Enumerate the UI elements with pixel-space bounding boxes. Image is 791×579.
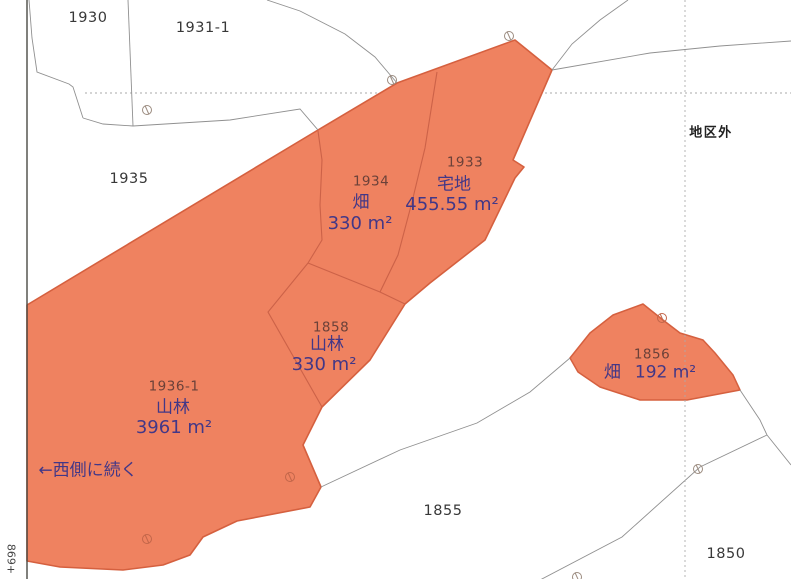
survey-marker-icon: [504, 31, 514, 41]
land-type-1858: 山林: [310, 334, 344, 355]
land-type-1856: 畑: [603, 362, 621, 383]
edge-coordinate-label: 869+: [4, 543, 18, 575]
survey-marker-icon: [285, 472, 295, 482]
survey-marker-icon: [142, 105, 152, 115]
parcel-number-1936-1: 1936-1: [148, 378, 200, 395]
parcel-shape-1856[interactable]: [569, 303, 741, 401]
boundary-northeast-curve: [551, 0, 629, 71]
parcel-number-1856: 1856: [633, 346, 671, 363]
boundary-1855-1850: [540, 434, 768, 579]
boundary-1858-west: [267, 262, 323, 408]
area-1933: 455.55 m²: [405, 194, 499, 215]
survey-marker-icon: [387, 75, 397, 85]
land-info-1856: 畑 192 m²: [603, 362, 697, 383]
cadastral-boundaries: [28, 0, 791, 579]
land-type-1934: 畑: [352, 192, 370, 213]
boundary-east-corner: [766, 434, 791, 466]
boundary-1934-1933: [379, 71, 438, 293]
survey-marker-icon: [572, 572, 582, 579]
area-1856: 192 m²: [634, 362, 697, 383]
parcel-number-1930: 1930: [68, 9, 108, 26]
boundary-1855-north: [320, 357, 571, 488]
land-type-1933: 宅地: [437, 174, 471, 195]
boundary-1930-west: [28, 0, 84, 119]
boundary-1935-north: [82, 108, 319, 131]
land-type-1936-1: 山林: [156, 397, 190, 418]
parcel-number-1934: 1934: [352, 173, 390, 190]
outside-district-label: 地区外: [689, 125, 733, 141]
parcel-number-1855: 1855: [423, 502, 463, 519]
parcel-shape-highlighted-group[interactable]: [26, 39, 553, 571]
area-1858: 330 m²: [291, 354, 357, 375]
survey-marker-icon: [693, 464, 703, 474]
boundary-1856-southeast: [739, 389, 768, 436]
boundary-northeast: [551, 40, 791, 71]
parcel-number-1931-1: 1931-1: [175, 19, 231, 36]
continuation-note: ←西側に続く: [38, 460, 138, 481]
boundary-1858-north: [307, 262, 406, 305]
survey-marker-icon: [657, 313, 667, 323]
parcel-number-1858: 1858: [312, 319, 350, 336]
survey-marker-icon: [142, 534, 152, 544]
parcel-number-1933: 1933: [446, 154, 484, 171]
parcel-number-1935: 1935: [109, 170, 149, 187]
boundary-1934-west: [307, 130, 323, 264]
area-1936-1: 3961 m²: [135, 417, 213, 438]
boundary-1930-1931: [127, 0, 134, 127]
survey-markers: [142, 31, 703, 579]
boundary-1931-east: [266, 0, 398, 84]
parcel-number-1850: 1850: [706, 545, 746, 562]
area-1934: 330 m²: [327, 213, 393, 234]
